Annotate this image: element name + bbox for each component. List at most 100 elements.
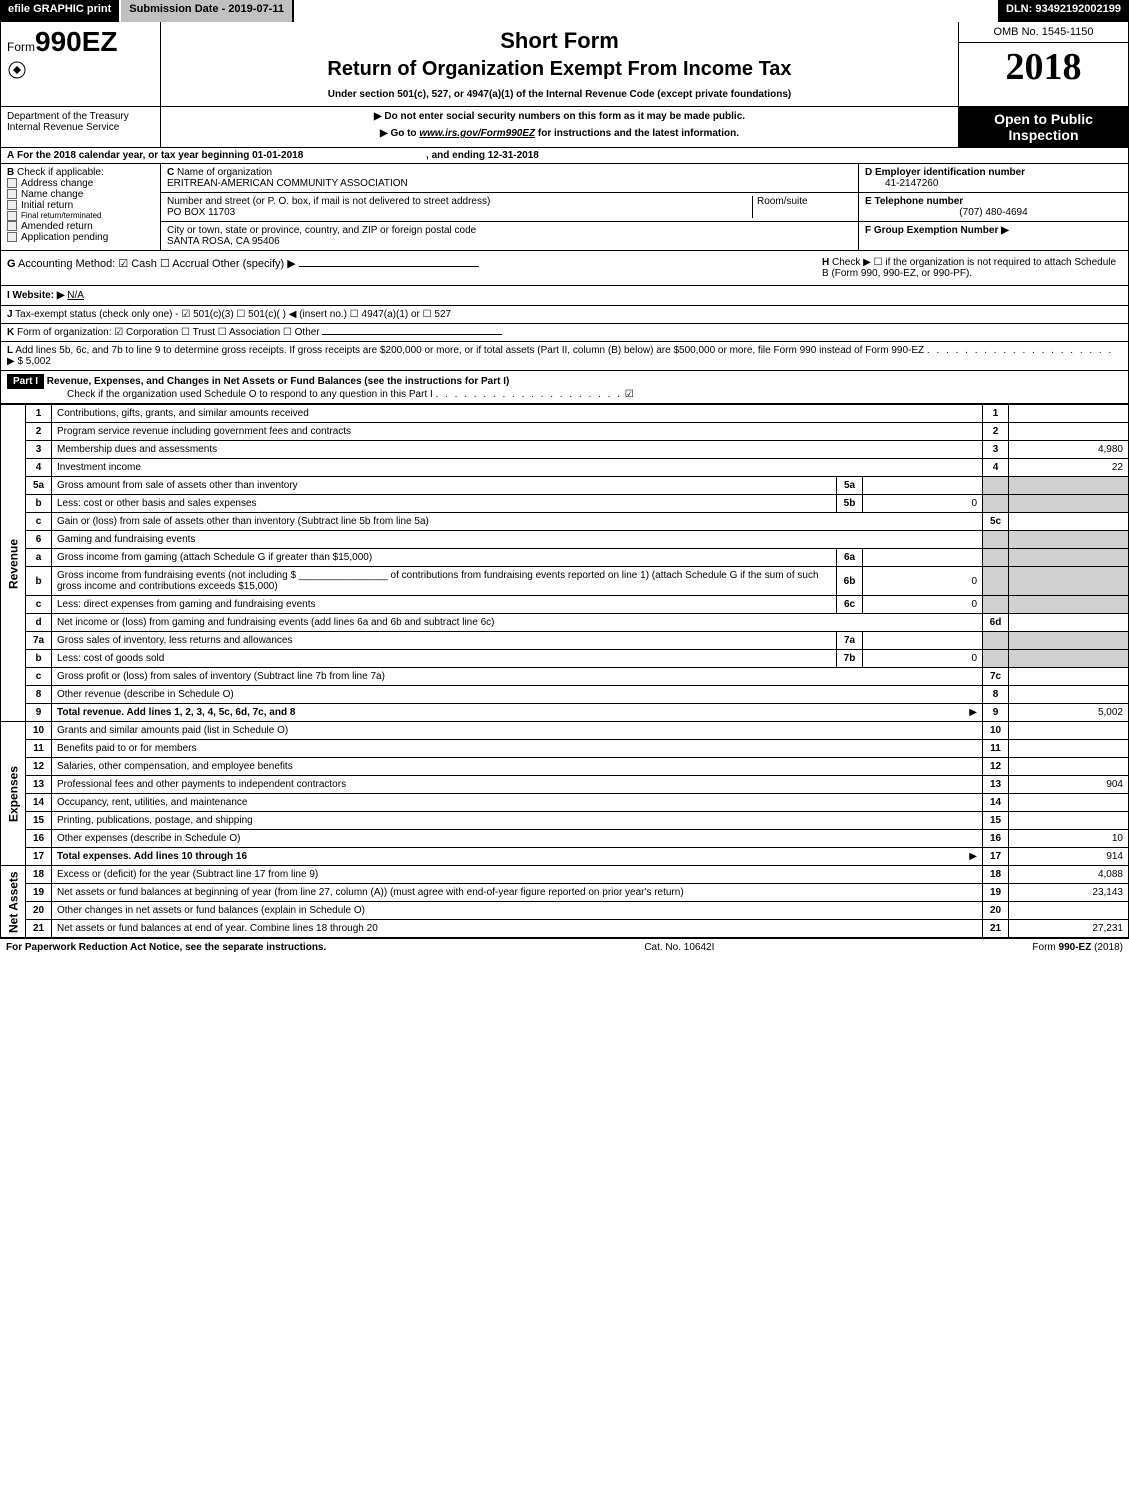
header-row-2: Department of the Treasury Internal Reve…: [0, 107, 1129, 148]
instr-ssn: ▶ Do not enter social security numbers o…: [165, 111, 954, 122]
box-b: B Check if applicable: Address change Na…: [1, 164, 161, 250]
box-b-checkif: Check if applicable:: [17, 167, 104, 178]
room-suite: Room/suite: [752, 196, 852, 218]
website-value: N/A: [67, 290, 84, 301]
chk-cash[interactable]: ☑ Cash: [118, 258, 157, 270]
dept-treasury: Department of the Treasury Internal Reve…: [1, 107, 161, 147]
box-c: C Name of organization ERITREAN-AMERICAN…: [161, 164, 858, 250]
bcdef-block: B Check if applicable: Address change Na…: [0, 164, 1129, 251]
chk-application-pending[interactable]: Application pending: [7, 232, 154, 243]
chk-accrual[interactable]: ☐ Accrual: [160, 258, 209, 270]
chk-amended-return[interactable]: Amended return: [7, 221, 154, 232]
box-k-label: K: [7, 327, 14, 338]
chk-initial-return[interactable]: Initial return: [7, 200, 154, 211]
box-i-label: I Website: ▶: [7, 290, 65, 301]
chk-final-return[interactable]: Final return/terminated: [7, 211, 154, 221]
line-a-label: A: [7, 150, 14, 161]
box-c-label: C: [167, 167, 174, 178]
org-name-label: Name of organization: [177, 167, 272, 178]
top-bar: efile GRAPHIC print Submission Date - 20…: [0, 0, 1129, 22]
part1-check-text: Check if the organization used Schedule …: [67, 389, 433, 400]
part1-label: Part I: [7, 374, 44, 389]
box-g-label: G: [7, 258, 16, 270]
org-addr-row: Number and street (or P. O. box, if mail…: [161, 193, 858, 222]
side-revenue: Revenue: [1, 405, 26, 722]
part1-title: Revenue, Expenses, and Changes in Net As…: [47, 376, 510, 387]
org-addr: PO BOX 11703: [167, 207, 235, 218]
efile-print-label[interactable]: efile GRAPHIC print: [0, 0, 121, 22]
section-subtitle: Under section 501(c), 527, or 4947(a)(1)…: [169, 89, 950, 100]
chk-address-change[interactable]: Address change: [7, 178, 154, 189]
box-j: J Tax-exempt status (check only one) - ☑…: [0, 306, 1129, 324]
box-l-label: L: [7, 345, 13, 356]
org-name-row: C Name of organization ERITREAN-AMERICAN…: [161, 164, 858, 193]
omb-number: OMB No. 1545-1150: [959, 22, 1128, 43]
line-a-text: For the 2018 calendar year, or tax year …: [17, 150, 303, 161]
addr-label: Number and street (or P. O. box, if mail…: [167, 196, 490, 207]
form-number-block: Form990EZ: [1, 22, 161, 106]
part1-checked[interactable]: ☑: [625, 389, 634, 400]
form-prefix: Form: [7, 40, 35, 54]
instr-goto: ▶ Go to www.irs.gov/Form990EZ for instru…: [165, 128, 954, 139]
submission-date: Submission Date - 2019-07-11: [121, 0, 294, 22]
box-g: G Accounting Method: ☑ Cash ☐ Accrual Ot…: [7, 257, 822, 279]
form-header: Form990EZ Short Form Return of Organizat…: [0, 22, 1129, 107]
org-city-row: City or town, state or province, country…: [161, 222, 858, 250]
chk-name-change[interactable]: Name change: [7, 189, 154, 200]
instr2-prefix: ▶ Go to: [380, 128, 419, 139]
lines-table: Revenue 1Contributions, gifts, grants, a…: [0, 404, 1129, 938]
box-j-text: Tax-exempt status (check only one) - ☑ 5…: [15, 309, 451, 320]
line-a-ending: , and ending 12-31-2018: [426, 150, 539, 161]
side-expenses: Expenses: [1, 722, 26, 866]
box-h: H Check ▶ ☐ if the organization is not r…: [822, 257, 1122, 279]
footer-right: Form 990-EZ (2018): [1032, 942, 1123, 953]
tax-year: 2018: [959, 43, 1128, 91]
box-l: L Add lines 5b, 6c, and 7b to line 9 to …: [0, 342, 1129, 371]
footer-left: For Paperwork Reduction Act Notice, see …: [6, 942, 326, 953]
instr2-suffix: for instructions and the latest informat…: [535, 128, 739, 139]
box-e-label: E Telephone number: [865, 196, 963, 207]
box-l-text: Add lines 5b, 6c, and 7b to line 9 to de…: [15, 345, 924, 356]
box-h-text: Check ▶ ☐ if the organization is not req…: [822, 257, 1116, 279]
box-k: K Form of organization: ☑ Corporation ☐ …: [0, 324, 1129, 342]
dept-label: Department of the Treasury: [7, 111, 154, 122]
topbar-spacer: [294, 0, 998, 22]
other-org-line[interactable]: [322, 334, 502, 335]
form-number: 990EZ: [35, 26, 118, 57]
open-to-public: Open to Public Inspection: [958, 107, 1128, 147]
box-b-label: B: [7, 167, 14, 178]
dln-label: DLN: 93492192002199: [998, 0, 1129, 22]
box-f: F Group Exemption Number ▶: [859, 222, 1128, 239]
footer-mid: Cat. No. 10642I: [644, 942, 714, 953]
irs-eagle-icon: [7, 60, 154, 83]
box-j-label: J: [7, 309, 13, 320]
org-name: ERITREAN-AMERICAN COMMUNITY ASSOCIATION: [167, 178, 408, 189]
form-title-block: Short Form Return of Organization Exempt…: [161, 22, 958, 106]
line-a: A For the 2018 calendar year, or tax yea…: [0, 148, 1129, 164]
box-h-label: H: [822, 257, 829, 268]
ein-value: 41-2147260: [885, 178, 938, 189]
chk-other[interactable]: Other (specify) ▶: [212, 258, 296, 270]
box-k-text: Form of organization: ☑ Corporation ☐ Tr…: [17, 327, 320, 338]
box-d: D Employer identification number 41-2147…: [859, 164, 1128, 193]
other-specify-line[interactable]: [299, 266, 479, 267]
box-g-text: Accounting Method:: [18, 258, 115, 270]
box-e: E Telephone number (707) 480-4694: [859, 193, 1128, 222]
omb-year-block: OMB No. 1545-1150 2018: [958, 22, 1128, 106]
page-footer: For Paperwork Reduction Act Notice, see …: [0, 938, 1129, 956]
part1-header: Part I Revenue, Expenses, and Changes in…: [0, 371, 1129, 404]
side-netassets: Net Assets: [1, 866, 26, 938]
box-i: I Website: ▶ N/A: [0, 286, 1129, 306]
phone-value: (707) 480-4694: [865, 207, 1122, 218]
instructions-block: ▶ Do not enter social security numbers o…: [161, 107, 958, 147]
box-f-label: F Group Exemption Number ▶: [865, 225, 1009, 236]
box-l-value: ▶ $ 5,002: [7, 356, 51, 367]
box-d-label: D Employer identification number: [865, 167, 1025, 178]
box-def: D Employer identification number 41-2147…: [858, 164, 1128, 250]
short-form-title: Short Form: [169, 28, 950, 54]
return-title: Return of Organization Exempt From Incom…: [169, 58, 950, 81]
gh-row: G Accounting Method: ☑ Cash ☐ Accrual Ot…: [0, 251, 1129, 286]
irs-label: Internal Revenue Service: [7, 122, 154, 133]
org-city: SANTA ROSA, CA 95406: [167, 236, 280, 247]
instr2-link[interactable]: www.irs.gov/Form990EZ: [419, 128, 535, 139]
